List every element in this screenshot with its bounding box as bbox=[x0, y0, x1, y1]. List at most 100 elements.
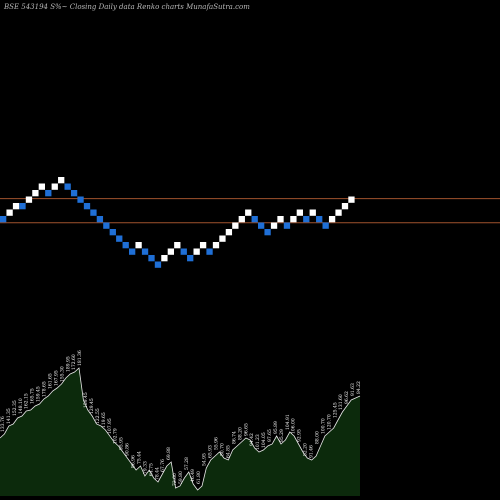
renko-brick-down bbox=[148, 255, 155, 262]
renko-brick-down bbox=[129, 248, 136, 255]
renko-brick-up bbox=[225, 229, 233, 236]
volume-label: 97.65 bbox=[267, 429, 273, 442]
renko-brick-up bbox=[193, 248, 200, 255]
volume-label: 91.46 bbox=[309, 445, 315, 458]
renko-brick-down bbox=[103, 222, 110, 229]
volume-label: 84.22 bbox=[356, 381, 362, 394]
volume-label: 75.44 bbox=[137, 451, 143, 464]
volume-label: 65.93 bbox=[208, 445, 214, 458]
renko-brick-up bbox=[38, 183, 45, 190]
volume-label: 100.70 bbox=[320, 418, 326, 434]
volume-label: 152.35 bbox=[12, 400, 18, 416]
volume-label: 55.96 bbox=[214, 437, 220, 450]
volume-label: 54.95 bbox=[202, 453, 208, 466]
volume-label: 102.79 bbox=[113, 428, 119, 444]
volume-label: 86.96 bbox=[131, 455, 137, 468]
volume-label: 104.05 bbox=[261, 432, 267, 448]
renko-brick-down bbox=[322, 222, 329, 229]
renko-brick-up bbox=[219, 235, 226, 242]
volume-label: 82.20 bbox=[303, 443, 309, 456]
renko-brick-down bbox=[316, 216, 323, 223]
volume-label: 94.42 bbox=[249, 433, 255, 446]
renko-brick-up bbox=[232, 222, 239, 229]
renko-brick-down bbox=[122, 242, 129, 249]
renko-brick-up bbox=[212, 242, 220, 249]
renko-brick-down bbox=[154, 261, 162, 268]
volume-label: 79.33 bbox=[142, 461, 148, 474]
volume-label: 86.74 bbox=[231, 431, 237, 444]
volume-label: 96.65 bbox=[243, 423, 249, 436]
volume-label: 72.60 bbox=[172, 473, 178, 486]
volume-label: 46.49 bbox=[190, 469, 196, 482]
renko-brick-up bbox=[335, 209, 342, 216]
volume-label: 167.95 bbox=[53, 370, 59, 386]
volume-label: 59.80 bbox=[178, 471, 184, 484]
volume-label: 162.15 bbox=[24, 393, 30, 409]
volume-label: 131.60 bbox=[338, 394, 344, 410]
renko-brick-down bbox=[64, 183, 71, 190]
volume-label: 95.95 bbox=[119, 437, 125, 450]
volume-fill bbox=[0, 368, 360, 496]
volume-label: 119.65 bbox=[101, 412, 107, 428]
renko-brick-up bbox=[309, 209, 316, 216]
renko-brick-up bbox=[328, 216, 336, 223]
renko-bricks bbox=[0, 177, 355, 268]
renko-brick-down bbox=[264, 229, 271, 236]
chart-title: BSE 543194 S%~ Closing Daily data Renko … bbox=[3, 3, 250, 11]
renko-brick-up bbox=[12, 203, 20, 210]
volume-label: 64.75 bbox=[148, 463, 154, 476]
volume-label: 181.36 bbox=[77, 350, 83, 366]
renko-brick-down bbox=[19, 203, 26, 210]
renko-brick-down bbox=[187, 255, 194, 262]
renko-brick-up bbox=[167, 248, 174, 255]
renko-brick-up bbox=[348, 196, 355, 203]
volume-label: 67.76 bbox=[160, 459, 166, 472]
volume-label: 107.95 bbox=[107, 418, 113, 434]
volume-label: 148.10 bbox=[18, 398, 24, 414]
renko-brick-up bbox=[174, 242, 181, 249]
volume-label: 159.45 bbox=[36, 386, 42, 402]
volume-label: 189.95 bbox=[65, 356, 71, 372]
volume-label: 141.35 bbox=[6, 408, 12, 424]
renko-brick-up bbox=[290, 216, 297, 223]
volume-label: 64.85 bbox=[226, 445, 232, 458]
volume-label: 120.70 bbox=[326, 414, 332, 430]
volume-label: 95.89 bbox=[273, 421, 279, 434]
volume-label: 91.63 bbox=[350, 383, 356, 396]
volume-label: 165.75 bbox=[30, 388, 36, 404]
renko-brick-down bbox=[141, 248, 149, 255]
volume-label: 125.45 bbox=[332, 402, 338, 418]
volume-label: 133.76 bbox=[0, 416, 6, 432]
volume-outline bbox=[0, 367, 361, 491]
renko-brick-down bbox=[206, 248, 213, 255]
renko-brick-up bbox=[32, 190, 39, 197]
renko-brick-up bbox=[277, 216, 284, 223]
volume-label: 92.95 bbox=[297, 429, 303, 442]
volume-label: 161.65 bbox=[48, 373, 54, 389]
renko-brick-down bbox=[283, 222, 291, 229]
volume-label: 69.88 bbox=[166, 447, 172, 460]
renko-brick-up bbox=[161, 255, 168, 262]
renko-brick-down bbox=[251, 216, 258, 223]
volume-label: 85.29 bbox=[279, 429, 285, 442]
renko-brick-up bbox=[341, 203, 349, 210]
renko-brick-down bbox=[90, 209, 97, 216]
renko-brick-up bbox=[245, 209, 252, 216]
renko-brick-up bbox=[270, 222, 278, 229]
renko-brick-down bbox=[180, 248, 187, 255]
renko-brick-up bbox=[25, 196, 33, 203]
renko-brick-down bbox=[45, 190, 52, 197]
renko-brick-down bbox=[109, 229, 116, 236]
renko-brick-up bbox=[135, 242, 142, 249]
renko-brick-up bbox=[6, 209, 13, 216]
volume-label: 90.86 bbox=[125, 443, 131, 456]
renko-brick-up bbox=[51, 183, 58, 190]
volume-label: 129.45 bbox=[89, 398, 95, 414]
renko-brick-down bbox=[77, 196, 84, 203]
renko-brick-down bbox=[258, 222, 265, 229]
renko-brick-up bbox=[199, 242, 207, 249]
volume-label: 50.70 bbox=[220, 443, 226, 456]
renko-brick-down bbox=[96, 216, 104, 223]
renko-brick-down bbox=[83, 203, 91, 210]
